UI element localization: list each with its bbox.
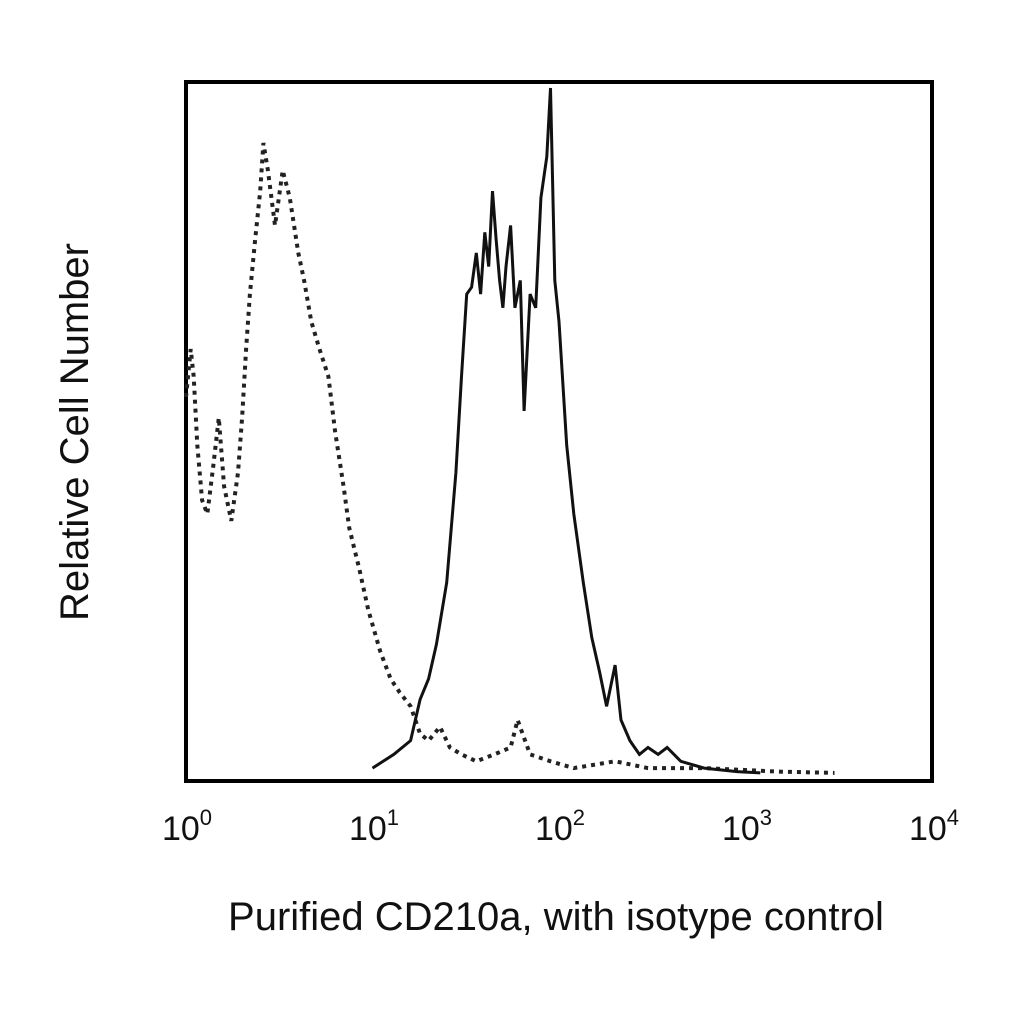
cd210a-histogram-line xyxy=(371,87,761,775)
y-axis-label: Relative Cell Number xyxy=(53,243,97,621)
series-layer xyxy=(184,87,835,775)
x-tick-labels: 100 101 102 103 104 xyxy=(162,805,959,848)
x-tick-label: 102 xyxy=(535,805,585,848)
plot-frame xyxy=(184,80,934,783)
plot-area xyxy=(184,80,934,783)
x-tick-label: 100 xyxy=(162,805,212,848)
x-tick-label: 104 xyxy=(909,805,959,848)
isotype-control-histogram-line xyxy=(184,142,835,775)
x-axis-label: Purified CD210a, with isotype control xyxy=(228,895,884,939)
x-tick-label: 101 xyxy=(349,805,399,848)
x-tick-label: 103 xyxy=(722,805,772,848)
